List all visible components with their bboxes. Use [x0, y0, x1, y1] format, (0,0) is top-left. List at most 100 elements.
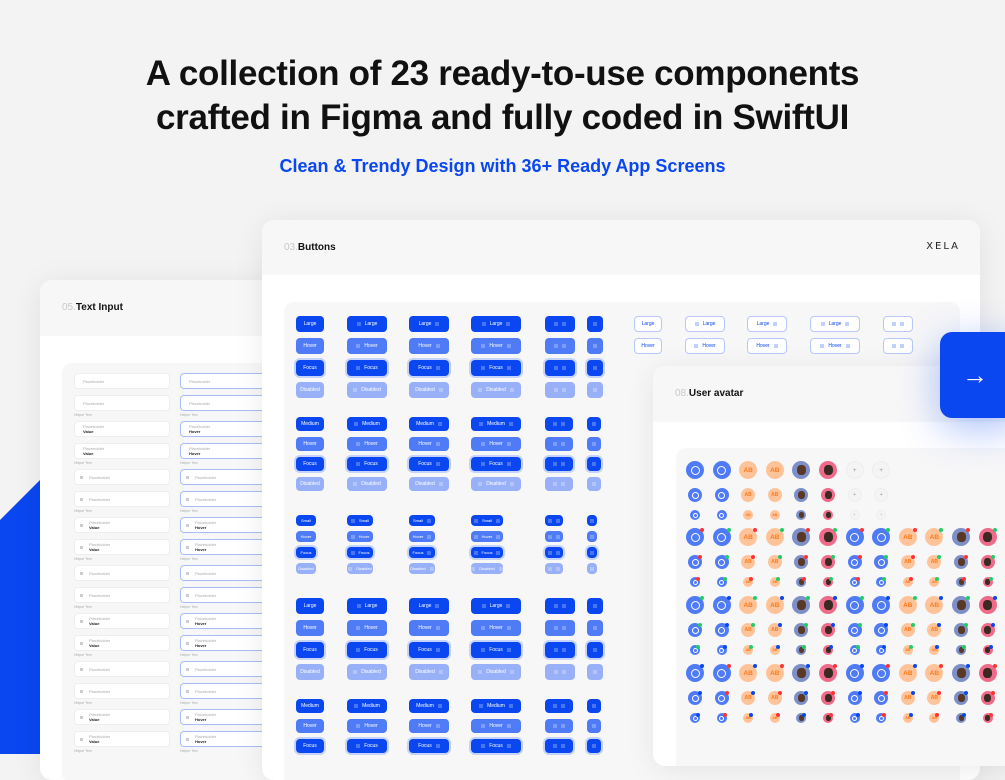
button-small-disabled[interactable]: Disabled [471, 563, 503, 574]
button-medium-focus[interactable]: Focus [347, 739, 387, 753]
photo-avatar[interactable] [956, 645, 966, 655]
button-medium-medium[interactable] [545, 699, 573, 713]
button-small-disabled[interactable] [587, 563, 597, 574]
text-input[interactable]: Placeholder Value [74, 731, 170, 747]
initials-avatar[interactable]: AB [925, 528, 944, 546]
button-large-disabled[interactable] [587, 664, 603, 680]
button-medium-focus[interactable] [545, 739, 573, 753]
button-small-disabled[interactable] [545, 563, 563, 574]
photo-avatar[interactable] [796, 713, 807, 723]
user-placeholder-avatar[interactable] [872, 528, 891, 546]
user-placeholder-avatar[interactable] [712, 664, 731, 682]
initials-avatar[interactable]: AB [898, 596, 917, 614]
photo-avatar[interactable] [794, 488, 809, 502]
button-small-hover[interactable]: Hover [409, 531, 435, 542]
button-small-hover[interactable] [545, 531, 563, 542]
button-medium-hover[interactable]: Hover [409, 437, 449, 451]
user-placeholder-avatar[interactable] [686, 461, 704, 479]
button-large-hover[interactable] [883, 338, 913, 354]
photo-avatar[interactable] [819, 664, 837, 682]
initials-avatar[interactable]: AB [898, 664, 917, 682]
button-large-large[interactable]: Large [685, 316, 725, 332]
button-medium-disabled[interactable] [545, 477, 573, 491]
button-large-disabled[interactable]: Disabled [409, 382, 449, 398]
button-large-focus[interactable] [587, 360, 603, 376]
initials-avatar[interactable]: AB [765, 596, 784, 614]
button-small-hover[interactable]: Hover [471, 531, 503, 542]
text-input[interactable]: Placeholder Value [74, 539, 170, 555]
initials-avatar[interactable]: AB [743, 577, 754, 587]
initials-avatar[interactable]: AB [741, 488, 756, 502]
button-medium-medium[interactable]: Medium [409, 417, 449, 431]
initials-avatar[interactable]: AB [898, 528, 917, 546]
photo-avatar[interactable] [819, 528, 837, 546]
button-large-disabled[interactable] [545, 664, 575, 680]
button-large-focus[interactable]: Focus [409, 360, 449, 376]
button-large-disabled[interactable]: Disabled [296, 664, 324, 680]
button-large-focus[interactable]: Focus [296, 642, 324, 658]
initials-avatar[interactable]: AB [743, 510, 754, 520]
button-large-large[interactable]: Large [634, 316, 662, 332]
photo-avatar[interactable] [792, 461, 811, 479]
button-small-small[interactable]: Small [471, 515, 503, 526]
user-placeholder-avatar[interactable] [849, 713, 860, 723]
add-avatar-button[interactable]: + [849, 510, 860, 520]
button-large-hover[interactable]: Hover [409, 338, 449, 354]
button-large-large[interactable]: Large [296, 316, 324, 332]
button-small-focus[interactable]: Focus [347, 547, 373, 558]
button-large-hover[interactable]: Hover [296, 620, 324, 636]
initials-avatar[interactable]: AB [739, 528, 758, 546]
user-placeholder-avatar[interactable] [712, 528, 731, 546]
button-small-focus[interactable] [587, 547, 597, 558]
button-small-small[interactable]: Small [347, 515, 373, 526]
button-medium-disabled[interactable]: Disabled [471, 477, 521, 491]
button-medium-medium[interactable]: Medium [296, 417, 324, 431]
photo-avatar[interactable] [792, 528, 811, 546]
add-avatar-button[interactable]: + [847, 488, 862, 502]
photo-avatar[interactable] [823, 577, 833, 587]
photo-avatar[interactable] [819, 461, 837, 479]
text-input[interactable]: Placeholder Value [74, 443, 170, 459]
button-large-disabled[interactable]: Disabled [347, 382, 387, 398]
button-large-large[interactable]: Large [347, 316, 387, 332]
button-large-large[interactable]: Large [409, 316, 449, 332]
photo-avatar[interactable] [792, 596, 811, 614]
user-placeholder-avatar[interactable] [849, 645, 860, 655]
photo-avatar[interactable] [952, 664, 970, 682]
initials-avatar[interactable]: AB [769, 645, 780, 655]
button-medium-focus[interactable] [587, 739, 601, 753]
photo-avatar[interactable] [796, 645, 807, 655]
button-medium-medium[interactable]: Medium [471, 417, 521, 431]
button-medium-hover[interactable]: Hover [296, 719, 324, 733]
button-medium-hover[interactable]: Hover [347, 437, 387, 451]
photo-avatar[interactable] [823, 510, 833, 520]
button-medium-medium[interactable] [587, 417, 601, 431]
button-medium-hover[interactable] [587, 437, 601, 451]
initials-avatar[interactable]: AB [769, 713, 780, 723]
user-placeholder-avatar[interactable] [716, 577, 727, 587]
button-large-focus[interactable]: Focus [347, 642, 387, 658]
user-placeholder-avatar[interactable] [686, 596, 704, 614]
button-small-small[interactable]: Small [409, 515, 435, 526]
photo-avatar[interactable] [792, 664, 811, 682]
button-small-focus[interactable]: Focus [296, 547, 316, 558]
button-large-large[interactable] [587, 598, 603, 614]
button-large-focus[interactable]: Focus [347, 360, 387, 376]
button-medium-focus[interactable]: Focus [296, 739, 324, 753]
photo-avatar[interactable] [796, 510, 807, 520]
add-avatar-button[interactable]: + [872, 461, 891, 479]
initials-avatar[interactable]: AB [767, 488, 782, 502]
photo-avatar[interactable] [978, 596, 997, 614]
text-input[interactable]: Placeholder Value [74, 635, 170, 651]
button-medium-hover[interactable]: Hover [347, 719, 387, 733]
user-placeholder-avatar[interactable] [876, 645, 887, 655]
text-input[interactable]: Placeholder Value [74, 517, 170, 533]
button-large-large[interactable] [545, 316, 575, 332]
initials-avatar[interactable]: AB [739, 596, 758, 614]
user-placeholder-avatar[interactable] [690, 713, 700, 723]
photo-avatar[interactable] [952, 528, 970, 546]
initials-avatar[interactable]: AB [929, 645, 940, 655]
button-large-hover[interactable]: Hover [296, 338, 324, 354]
button-large-hover[interactable] [587, 338, 603, 354]
text-input[interactable]: Placeholder [74, 491, 170, 507]
